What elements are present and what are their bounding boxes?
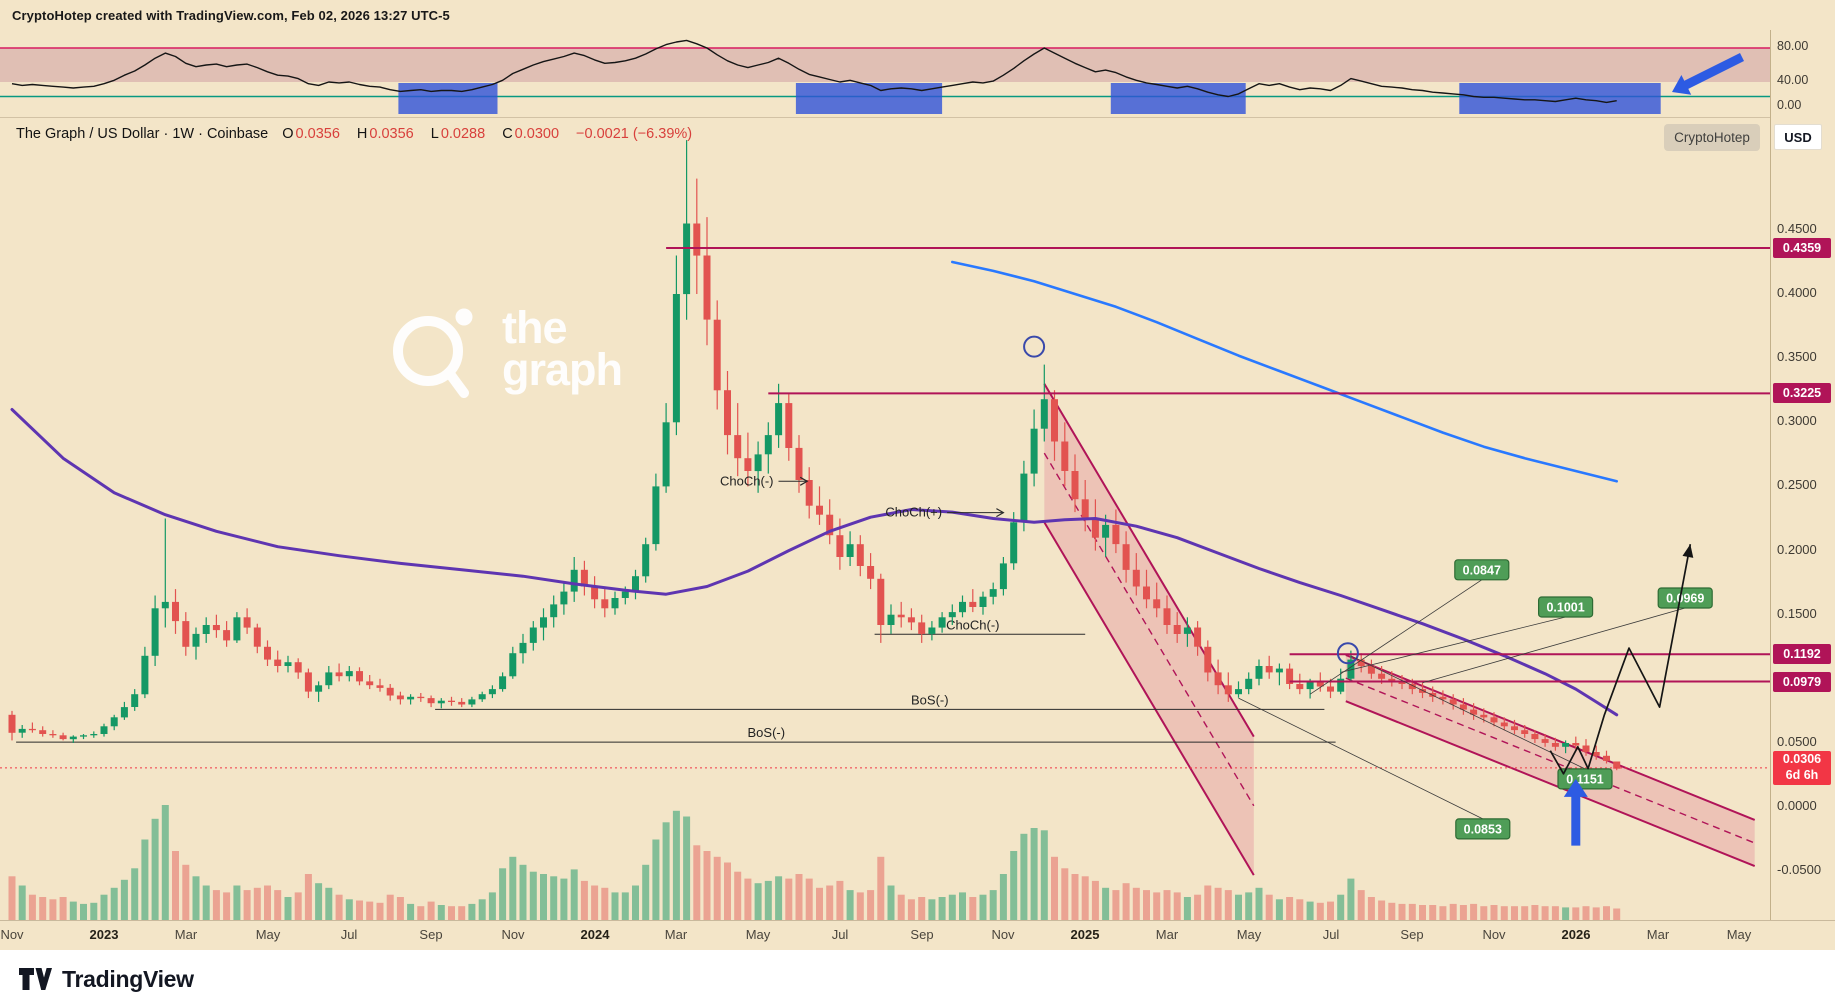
price-pane[interactable]: BoS(-)BoS(-)ChoCh(-)0.08470.10010.09690.…: [0, 117, 1770, 920]
time-axis-label: Nov: [1482, 927, 1506, 942]
oscillator-band: [0, 48, 1770, 82]
blue-up-arrow[interactable]: [1563, 778, 1588, 846]
price-axis-label: 0.2000: [1777, 542, 1817, 557]
tradingview-logo-icon[interactable]: [18, 964, 52, 994]
bar-countdown: 6d 6h: [1785, 768, 1819, 782]
ohlc-open-key: O: [282, 126, 294, 142]
attribution-text: CryptoHotep created with TradingView.com…: [12, 8, 450, 23]
price-axis-label: -0.0500: [1777, 862, 1822, 877]
tradingview-footer: TradingView: [0, 950, 1835, 1008]
time-axis-label: Sep: [910, 927, 934, 942]
time-axis-label: Mar: [174, 927, 198, 942]
level-price-label[interactable]: 0.1192: [1773, 644, 1831, 664]
price-axis-label: 0.2500: [1777, 477, 1817, 492]
time-axis-label: Nov: [991, 927, 1015, 942]
choch-callouts[interactable]: ChoCh(-) ChoCh(+): [720, 473, 1005, 520]
time-axis-label: May: [1236, 927, 1262, 942]
level-price-label[interactable]: 0.4359: [1773, 238, 1831, 258]
price-axis-label: 0.4500: [1777, 221, 1817, 236]
level-price-label[interactable]: 0.3225: [1773, 383, 1831, 403]
svg-text:0.1151: 0.1151: [1566, 772, 1604, 786]
symbol-title[interactable]: The Graph / US Dollar · 1W · Coinbase: [16, 126, 269, 142]
svg-text:0.0853: 0.0853: [1464, 822, 1502, 836]
time-axis-label: Mar: [1155, 927, 1179, 942]
time-axis-label: 2023: [89, 927, 119, 942]
price-axis[interactable]: 80.00 40.00 0.00 0.4500 0.4000 0.3500 0.3000 0.…: [1770, 30, 1835, 920]
level-price-label[interactable]: 0.0979: [1773, 672, 1831, 692]
ohlc-open-value: 0.0356: [295, 126, 340, 142]
time-axis-label: Mar: [1646, 927, 1670, 942]
time-axis[interactable]: Nov 2023 Mar May Jul Sep Nov 2024 Mar May Jul Sep No…: [0, 920, 1835, 950]
time-axis-label: 2025: [1070, 927, 1100, 942]
ohlc-close-value: 0.0300: [514, 126, 560, 142]
svg-text:ChoCh(+): ChoCh(+): [885, 505, 942, 520]
oversold-highlight-boxes[interactable]: [398, 83, 1661, 114]
currency-label: USD: [1784, 129, 1812, 145]
svg-text:BoS(-): BoS(-): [911, 692, 949, 707]
ma-purple-line[interactable]: [10, 408, 1619, 717]
svg-text:BoS(-): BoS(-): [748, 725, 786, 740]
time-axis-label: Nov: [501, 927, 525, 942]
volume-bars: [8, 805, 1621, 920]
cryptohotep-label: CryptoHotep: [1674, 130, 1750, 145]
ohlc-low-key: L: [430, 126, 439, 142]
price-axis-label: 0.3500: [1777, 349, 1817, 364]
pane-divider[interactable]: [0, 117, 1770, 118]
oscillator-axis-label: 80.00: [1777, 39, 1809, 53]
svg-text:0.0847: 0.0847: [1463, 563, 1501, 577]
svg-text:ChoCh(-): ChoCh(-): [720, 473, 773, 488]
horizontal-levels[interactable]: [666, 247, 1770, 683]
ohlc-high-key: H: [356, 126, 368, 142]
candles: [8, 140, 1621, 771]
price-axis-label: 0.0000: [1777, 798, 1817, 813]
time-axis-label: 2026: [1561, 927, 1591, 942]
time-axis-label: Jul: [340, 927, 358, 942]
time-axis-label: Mar: [664, 927, 688, 942]
price-axis-label: 0.1500: [1777, 606, 1817, 621]
current-price-label[interactable]: 0.0306 6d 6h: [1773, 751, 1831, 785]
time-axis-label: May: [745, 927, 771, 942]
time-axis-label: Jul: [831, 927, 849, 942]
oscillator-axis-label: 40.00: [1777, 73, 1809, 87]
currency-usd-button[interactable]: USD: [1774, 124, 1822, 150]
ohlc-close-key: C: [502, 126, 513, 142]
time-axis-label: 2024: [580, 927, 610, 942]
svg-text:0.0969: 0.0969: [1666, 592, 1704, 606]
time-axis-label: Nov: [0, 927, 24, 942]
descending-channels[interactable]: [1043, 383, 1756, 876]
price-axis-label: 0.3000: [1777, 413, 1817, 428]
time-axis-label: Sep: [419, 927, 443, 942]
svg-text:ChoCh(-): ChoCh(-): [946, 617, 999, 632]
cryptohotep-watermark-button[interactable]: CryptoHotep: [1664, 124, 1760, 151]
price-axis-label: 0.4000: [1777, 285, 1817, 300]
oscillator-axis-label: 0.00: [1777, 98, 1802, 112]
tradingview-brand[interactable]: TradingView: [62, 965, 194, 992]
oscillator-line: [11, 39, 1617, 104]
structure-lines[interactable]: BoS(-) BoS(-) ChoCh(-): [16, 617, 1336, 743]
time-axis-label: May: [255, 927, 281, 942]
pivot-circles[interactable]: [1023, 335, 1359, 665]
ma-blue-line[interactable]: [950, 260, 1618, 483]
pivot-price-badges[interactable]: 0.0847 0.1001 0.0969 0.1151 0.0853: [1238, 559, 1713, 840]
blue-indicator-arrow[interactable]: [1672, 53, 1744, 95]
ohlc-change: −0.0021 (−6.39%): [576, 126, 693, 142]
time-axis-label: Jul: [1322, 927, 1340, 942]
time-axis-label: Sep: [1400, 927, 1424, 942]
oscillator-pane[interactable]: [0, 30, 1770, 117]
ohlc-low-value: 0.0288: [440, 126, 486, 142]
ohlc-high-value: 0.0356: [369, 126, 414, 142]
svg-text:0.1001: 0.1001: [1546, 601, 1584, 615]
attribution-bar: CryptoHotep created with TradingView.com…: [0, 0, 1835, 30]
projection-zigzag-arrow[interactable]: [1549, 544, 1692, 775]
time-axis-label: May: [1726, 927, 1752, 942]
price-axis-label: 0.0500: [1777, 734, 1817, 749]
projection-arrowhead: [1682, 544, 1694, 558]
